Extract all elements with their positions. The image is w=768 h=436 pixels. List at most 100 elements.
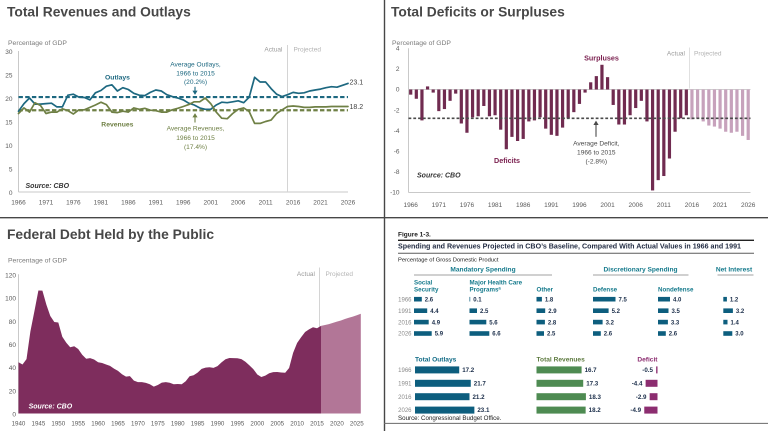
svg-text:Total Deficits or Surpluses: Total Deficits or Surpluses xyxy=(391,5,565,20)
svg-text:1.2: 1.2 xyxy=(730,297,739,303)
svg-text:2021: 2021 xyxy=(713,202,728,209)
svg-text:100: 100 xyxy=(5,296,16,303)
svg-text:2016: 2016 xyxy=(398,395,412,401)
svg-text:0.1: 0.1 xyxy=(473,297,482,303)
svg-text:1991: 1991 xyxy=(398,309,412,315)
svg-text:Source: CBO: Source: CBO xyxy=(26,183,70,190)
svg-text:-10: -10 xyxy=(390,190,400,197)
svg-text:1966 to 2015: 1966 to 2015 xyxy=(577,150,616,157)
svg-text:4.9: 4.9 xyxy=(432,320,441,326)
svg-text:1971: 1971 xyxy=(39,200,54,207)
svg-text:5.2: 5.2 xyxy=(612,309,621,315)
svg-text:1955: 1955 xyxy=(71,421,85,428)
svg-text:6.6: 6.6 xyxy=(492,332,501,338)
svg-text:Average Outlays,: Average Outlays, xyxy=(170,61,221,68)
svg-text:21.7: 21.7 xyxy=(474,380,487,387)
svg-text:2015: 2015 xyxy=(310,421,324,428)
svg-text:Average Deficit,: Average Deficit, xyxy=(573,140,620,147)
svg-text:2021: 2021 xyxy=(313,200,328,207)
svg-text:18.2: 18.2 xyxy=(589,407,602,414)
svg-text:2.6: 2.6 xyxy=(604,332,613,338)
svg-text:60: 60 xyxy=(9,342,17,349)
svg-text:1965: 1965 xyxy=(111,421,125,428)
svg-text:-6: -6 xyxy=(394,149,400,156)
svg-text:Source: CBO: Source: CBO xyxy=(417,173,461,180)
svg-text:Source: CBO: Source: CBO xyxy=(29,404,73,411)
svg-text:Total Outlays: Total Outlays xyxy=(415,357,457,364)
svg-text:1990: 1990 xyxy=(211,421,225,428)
svg-text:Major Health Care: Major Health Care xyxy=(470,279,523,286)
svg-text:18.3: 18.3 xyxy=(589,394,602,401)
svg-text:5: 5 xyxy=(9,167,13,174)
svg-text:2006: 2006 xyxy=(628,202,643,209)
svg-text:120: 120 xyxy=(5,273,16,280)
svg-text:Figure 1-3.: Figure 1-3. xyxy=(398,232,431,239)
svg-text:3.2: 3.2 xyxy=(736,309,745,315)
svg-text:Discretionary Spending: Discretionary Spending xyxy=(603,267,677,274)
svg-text:21.2: 21.2 xyxy=(472,394,485,401)
svg-text:1960: 1960 xyxy=(91,421,105,428)
svg-text:1.8: 1.8 xyxy=(545,297,554,303)
svg-text:23.1: 23.1 xyxy=(350,79,364,86)
svg-text:1981: 1981 xyxy=(94,200,109,207)
svg-text:(-2.8%): (-2.8%) xyxy=(585,159,607,166)
svg-text:Social: Social xyxy=(414,279,433,286)
svg-text:3.0: 3.0 xyxy=(735,332,744,338)
svg-text:30: 30 xyxy=(5,49,13,56)
svg-text:Actual: Actual xyxy=(297,271,316,278)
svg-text:1966: 1966 xyxy=(398,368,412,374)
svg-text:1976: 1976 xyxy=(66,200,81,207)
svg-text:Percentage of GDP: Percentage of GDP xyxy=(8,40,67,47)
svg-text:0: 0 xyxy=(12,412,16,419)
svg-text:Deficits: Deficits xyxy=(494,156,520,165)
svg-text:2025: 2025 xyxy=(350,421,364,428)
svg-text:Outlays: Outlays xyxy=(105,74,130,81)
svg-text:2016: 2016 xyxy=(286,200,301,207)
svg-text:Deficit: Deficit xyxy=(637,357,658,364)
svg-text:(17.4%): (17.4%) xyxy=(184,144,207,151)
svg-text:2: 2 xyxy=(396,66,400,73)
svg-text:Security: Security xyxy=(414,287,439,294)
svg-text:2001: 2001 xyxy=(203,200,218,207)
svg-text:1985: 1985 xyxy=(191,421,205,428)
svg-text:2011: 2011 xyxy=(259,200,273,207)
svg-text:Revenues: Revenues xyxy=(101,122,133,129)
svg-text:Percentage of GDP: Percentage of GDP xyxy=(392,40,451,47)
svg-text:1945: 1945 xyxy=(32,421,46,428)
svg-text:2026: 2026 xyxy=(398,408,412,414)
svg-text:Spending and Revenues Projecte: Spending and Revenues Projected in CBO’s… xyxy=(398,241,741,250)
svg-text:Source: Congressional Budget O: Source: Congressional Budget Office. xyxy=(398,415,502,422)
svg-text:1966: 1966 xyxy=(398,297,412,303)
svg-text:17.3: 17.3 xyxy=(586,380,599,387)
svg-text:1986: 1986 xyxy=(516,202,531,209)
svg-text:20: 20 xyxy=(5,96,13,103)
svg-text:Net Interest: Net Interest xyxy=(716,267,753,274)
svg-text:4.4: 4.4 xyxy=(430,309,439,315)
svg-text:1976: 1976 xyxy=(460,202,475,209)
svg-text:2001: 2001 xyxy=(600,202,615,209)
svg-text:4: 4 xyxy=(396,46,400,53)
svg-text:0: 0 xyxy=(396,87,400,94)
svg-text:5.6: 5.6 xyxy=(489,320,498,326)
svg-text:1995: 1995 xyxy=(231,421,245,428)
svg-text:1966: 1966 xyxy=(403,202,418,209)
svg-text:2011: 2011 xyxy=(657,202,671,209)
svg-text:16.7: 16.7 xyxy=(585,367,598,374)
svg-text:10: 10 xyxy=(5,143,13,150)
svg-text:40: 40 xyxy=(9,365,17,372)
svg-text:2.8: 2.8 xyxy=(548,320,557,326)
svg-text:25: 25 xyxy=(5,73,13,80)
svg-text:2.6: 2.6 xyxy=(669,332,678,338)
svg-text:Mandatory Spending: Mandatory Spending xyxy=(450,267,515,274)
svg-text:2016: 2016 xyxy=(685,202,700,209)
svg-text:3.2: 3.2 xyxy=(606,320,615,326)
svg-text:Defense: Defense xyxy=(593,287,618,294)
svg-text:2026: 2026 xyxy=(741,202,756,209)
svg-text:Average Revenues,: Average Revenues, xyxy=(167,125,225,132)
svg-text:-4.9: -4.9 xyxy=(630,407,641,414)
svg-text:Surpluses: Surpluses xyxy=(584,53,619,62)
svg-text:1950: 1950 xyxy=(51,421,65,428)
svg-text:2010: 2010 xyxy=(290,421,304,428)
svg-text:1986: 1986 xyxy=(121,200,136,207)
svg-text:5.9: 5.9 xyxy=(435,332,444,338)
